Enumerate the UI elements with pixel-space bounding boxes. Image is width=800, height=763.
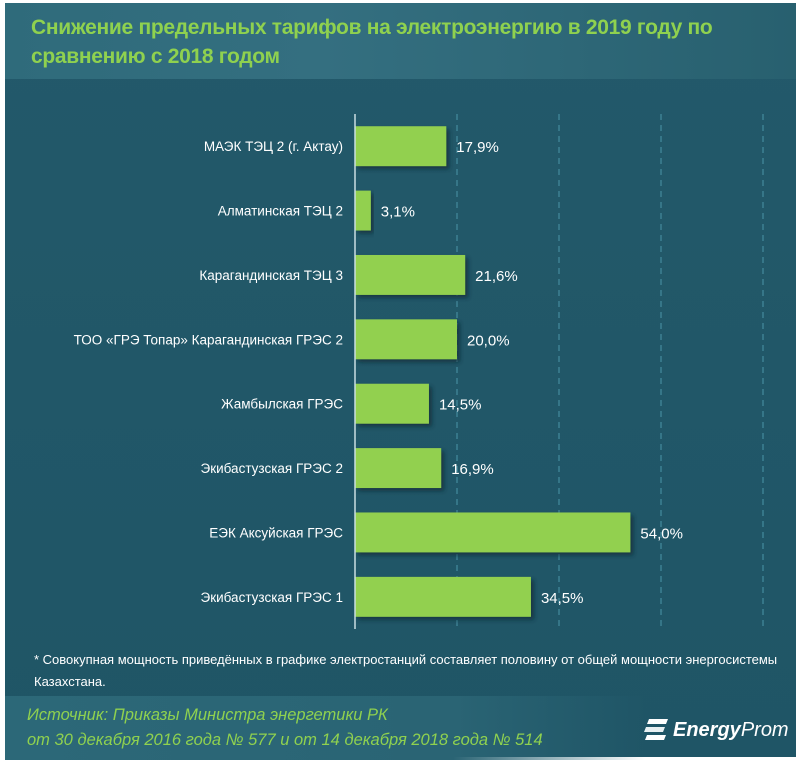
footer-band <box>5 696 645 760</box>
category-label: ТОО «ГРЭ Топар» Карагандинская ГРЭС 2 <box>74 332 343 347</box>
value-label: 17,9% <box>456 139 499 156</box>
chart-title: Снижение предельных тарифов на электроэн… <box>31 16 713 68</box>
category-labels: МАЭК ТЭЦ 2 (г. Актау) Алматинская ТЭЦ 2 Ка… <box>74 139 344 605</box>
bar <box>355 448 442 489</box>
bar <box>355 576 531 617</box>
header-band: Снижение предельных тарифов на электроэн… <box>5 3 796 79</box>
logo-wordmark-bold: Energy <box>673 718 741 741</box>
value-labels: 17,9% 3,1% 21,6% 20,0% 14,5% 16,9% 54,0% 34,5% <box>381 139 683 607</box>
source-note: Источник: Приказы Министра энергетики РК… <box>27 703 647 753</box>
bars <box>355 126 631 617</box>
category-label: Экибастузская ГРЭС 2 <box>200 461 343 476</box>
category-label: Экибастузская ГРЭС 1 <box>200 590 343 605</box>
bar <box>355 190 371 231</box>
value-label: 3,1% <box>381 204 415 221</box>
category-label: Алматинская ТЭЦ 2 <box>218 204 343 219</box>
bar <box>355 512 631 553</box>
value-label: 34,5% <box>541 590 584 607</box>
value-label: 54,0% <box>640 525 683 542</box>
value-label: 16,9% <box>451 461 494 478</box>
category-label: Карагандинская ТЭЦ 3 <box>199 268 343 283</box>
bar <box>355 319 457 360</box>
value-label: 14,5% <box>439 397 482 414</box>
logo-wordmark-light: Prom <box>740 718 789 741</box>
bar <box>355 126 447 167</box>
energyprom-logo: EnergyProm <box>643 715 789 745</box>
footnote: * Совокупная мощность приведённых в граф… <box>34 652 778 689</box>
source-line-2: от 30 декабря 2016 года № 577 и от 14 де… <box>27 731 543 749</box>
logo-wordmark: EnergyProm <box>673 719 789 742</box>
energyprom-logo-icon <box>644 719 668 740</box>
value-label: 20,0% <box>467 332 510 349</box>
bar <box>355 254 466 295</box>
category-label: Жамбылская ГРЭС <box>221 397 343 412</box>
category-label: ЕЭК Аксуйская ГРЭС <box>209 525 343 540</box>
bar-chart: МАЭК ТЭЦ 2 (г. Актау) Алматинская ТЭЦ 2 Ка… <box>74 114 764 629</box>
source-line-1: Источник: Приказы Министра энергетики РК <box>27 706 388 724</box>
infographic-panel: Снижение предельных тарифов на электроэн… <box>5 3 796 760</box>
category-label: МАЭК ТЭЦ 2 (г. Актау) <box>204 139 343 154</box>
bar <box>355 383 429 424</box>
value-label: 21,6% <box>475 268 518 285</box>
